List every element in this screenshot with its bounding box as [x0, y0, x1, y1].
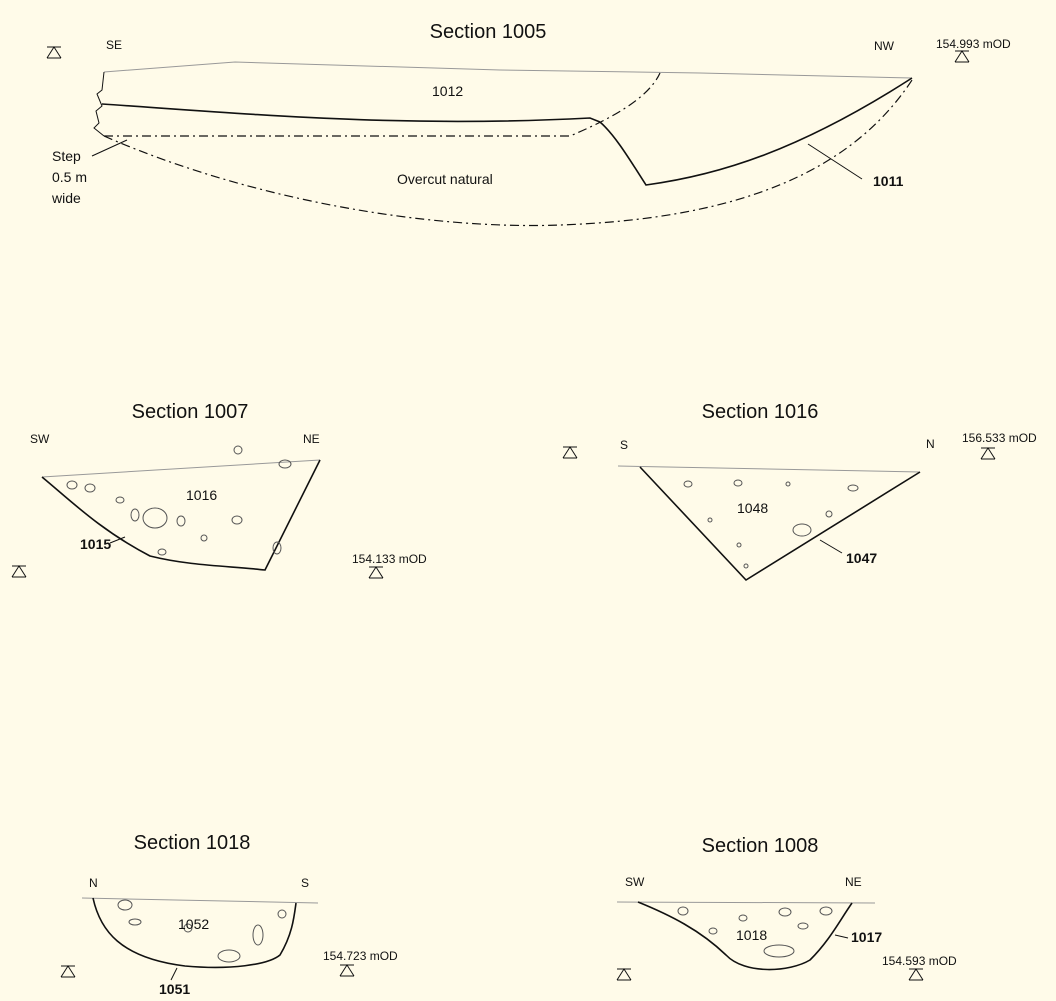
overcut-natural-label: Overcut natural — [397, 171, 493, 187]
step-label-line3: wide — [51, 190, 81, 206]
section-edge — [93, 71, 105, 137]
datum-marker-icon — [46, 46, 62, 59]
cut-1047-leader — [819, 539, 843, 554]
overcut-line — [103, 79, 913, 227]
section-1018-orient-left: N — [89, 876, 98, 890]
stone-inclusions — [117, 899, 287, 963]
ground-surface-line — [81, 897, 319, 904]
cut-label-1011: 1011 — [873, 173, 904, 189]
section-1018-title: Section 1018 — [134, 832, 251, 854]
stone-inclusions — [683, 479, 859, 569]
ground-surface-line — [41, 459, 321, 478]
datum-marker-icon — [339, 964, 355, 977]
cut-label-1015: 1015 — [80, 536, 111, 552]
section-1005-od-label: 154.993 mOD — [936, 37, 1011, 51]
datum-marker-icon — [11, 565, 27, 578]
ground-surface-line — [616, 901, 876, 904]
ground-surface-line — [617, 465, 921, 473]
datum-marker-icon — [60, 965, 76, 978]
datum-marker-icon — [908, 968, 924, 981]
section-1018-od-label: 154.723 mOD — [323, 949, 398, 963]
stone-inclusions — [66, 445, 292, 556]
fill-label-1018: 1018 — [736, 927, 767, 943]
datum-marker-icon — [562, 446, 578, 459]
section-1008-orient-right: NE — [845, 875, 862, 889]
section-1018-orient-right: S — [301, 876, 309, 890]
section-1008-title: Section 1008 — [702, 835, 819, 857]
datum-marker-icon — [980, 447, 996, 460]
section-1008: Section 1008 SW NE 154.593 mOD 1018 1017 — [616, 835, 957, 981]
overcut-line — [104, 72, 661, 137]
section-1008-orient-left: SW — [625, 875, 645, 889]
cut-1017-leader — [834, 934, 849, 939]
section-1016-orient-right: N — [926, 437, 935, 451]
cut-1011-leader — [807, 143, 863, 180]
datum-marker-icon — [954, 50, 970, 63]
cut-1011-line — [599, 77, 913, 186]
cut-label-1047: 1047 — [846, 550, 877, 566]
section-1016: Section 1016 S N 156.533 mOD 1048 1047 — [562, 401, 1037, 582]
cut-1047-line — [639, 466, 921, 582]
section-1016-orient-left: S — [620, 438, 628, 452]
step-leader-line — [91, 139, 128, 157]
section-1007-orient-right: NE — [303, 432, 320, 446]
cut-1051-leader — [170, 967, 178, 981]
section-1008-od-label: 154.593 mOD — [882, 954, 957, 968]
section-1005: Section 1005 SE NW 154.993 mOD 1012 Over… — [46, 21, 1011, 227]
section-1007-od-label: 154.133 mOD — [352, 552, 427, 566]
cut-label-1051: 1051 — [159, 981, 190, 997]
cut-1017-line — [637, 901, 853, 971]
fill-label-1048: 1048 — [737, 500, 768, 516]
section-1018: Section 1018 N S 154.723 mOD 1052 1051 — [60, 832, 398, 997]
cut-1015-leader — [109, 536, 126, 544]
section-1007-orient-left: SW — [30, 432, 50, 446]
layer-label-1012: 1012 — [432, 83, 463, 99]
fill-label-1052: 1052 — [178, 916, 209, 932]
ground-surface-line — [103, 61, 913, 79]
datum-marker-icon — [616, 968, 632, 981]
datum-marker-icon — [368, 566, 384, 579]
cut-1051-line — [92, 897, 297, 969]
cut-label-1017: 1017 — [851, 929, 882, 945]
stone-inclusions — [677, 906, 833, 958]
section-1016-od-label: 156.533 mOD — [962, 431, 1037, 445]
step-label-line2: 0.5 m — [52, 169, 87, 185]
section-1005-orient-right: NW — [874, 39, 895, 53]
cut-1015-line — [41, 459, 321, 571]
section-1005-title: Section 1005 — [430, 21, 547, 43]
section-1005-orient-left: SE — [106, 38, 122, 52]
section-1016-title: Section 1016 — [702, 401, 819, 423]
layer-boundary-line — [101, 103, 601, 123]
section-1007: Section 1007 SW NE 154.133 mOD 1016 10 — [11, 401, 427, 579]
section-1007-title: Section 1007 — [132, 401, 249, 423]
fill-label-1016: 1016 — [186, 487, 217, 503]
step-label-line1: Step — [52, 148, 81, 164]
